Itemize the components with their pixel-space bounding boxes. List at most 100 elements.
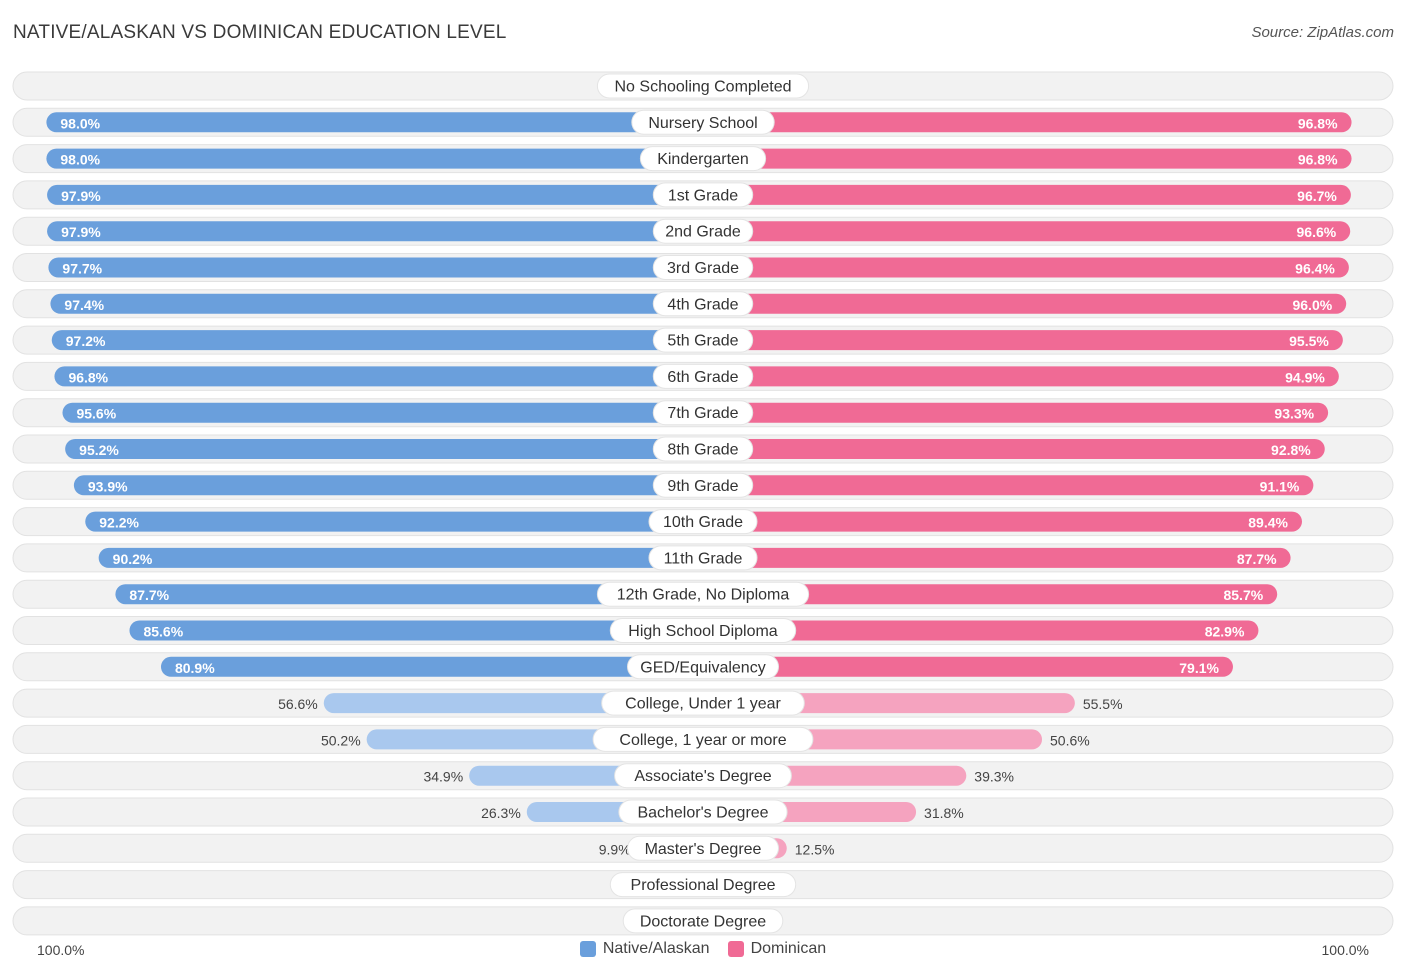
dominican-value-label: 50.6% [1050, 732, 1090, 748]
dominican-value-label: 96.4% [1295, 261, 1335, 277]
native-bar [73, 475, 704, 496]
category-label: 10th Grade [663, 514, 743, 531]
legend-swatch-dominican [727, 941, 744, 957]
native-bar [51, 330, 703, 351]
dominican-value-label: 96.6% [1297, 224, 1337, 240]
native-value-label: 97.9% [61, 224, 101, 240]
native-bar [46, 148, 703, 169]
dominican-value-label: 12.5% [795, 841, 835, 857]
native-value-label: 95.6% [76, 406, 116, 422]
category-pill [652, 400, 754, 426]
native-bar [54, 366, 703, 387]
axis-right-max-label: 100.0% [1321, 942, 1369, 958]
dominican-bar [703, 620, 1259, 641]
category-label: Professional Degree [631, 877, 776, 894]
native-value-label: 95.2% [79, 442, 119, 458]
category-pill [652, 472, 754, 498]
native-value-label: 34.9% [423, 769, 463, 785]
category-label: Nursery School [648, 115, 757, 132]
dominican-bar [703, 475, 1314, 496]
category-pill [609, 618, 797, 643]
category-label: Kindergarten [657, 151, 749, 168]
category-pill [648, 509, 758, 535]
native-value-label: 56.6% [278, 696, 318, 712]
native-bar [47, 221, 703, 242]
native-bar [50, 293, 704, 314]
native-value-label: 50.2% [321, 732, 361, 748]
dominican-value-label: 92.8% [1271, 442, 1311, 458]
dominican-bar [703, 330, 1343, 351]
dominican-value-label: 79.1% [1179, 660, 1219, 676]
category-label: 9th Grade [667, 478, 738, 495]
native-bar [98, 547, 703, 568]
dominican-bar [703, 511, 1302, 532]
dominican-value-label: 96.0% [1292, 297, 1332, 313]
category-pill [652, 327, 754, 353]
category-label: 1st Grade [668, 187, 738, 204]
native-value-label: 97.2% [66, 333, 106, 349]
native-bar [129, 620, 704, 641]
native-value-label: 92.2% [99, 515, 139, 531]
dominican-bar [703, 221, 1351, 242]
category-label: 12th Grade, No Diploma [617, 587, 790, 604]
category-label: 3rd Grade [667, 260, 739, 277]
native-bar [115, 584, 703, 605]
legend-label-dominican: Dominican [750, 940, 827, 957]
chart-title: NATIVE/ALASKAN VS DOMINICAN EDUCATION LE… [13, 22, 507, 43]
category-label: GED/Equivalency [640, 659, 765, 676]
dominican-bar [703, 366, 1339, 387]
category-pill [592, 726, 814, 752]
native-value-label: 87.7% [129, 587, 169, 603]
category-label: 2nd Grade [665, 224, 741, 241]
dominican-value-label: 96.8% [1298, 115, 1338, 131]
native-value-label: 96.8% [68, 369, 108, 385]
dominican-bar [703, 148, 1352, 169]
category-pill [652, 291, 754, 317]
category-pill [652, 218, 754, 244]
category-label: No Schooling Completed [615, 79, 792, 96]
category-pill [596, 73, 810, 99]
category-label: 5th Grade [667, 333, 738, 350]
category-pill [652, 255, 754, 280]
category-pill [601, 690, 805, 716]
category-label: 4th Grade [667, 296, 738, 313]
category-pill [627, 835, 779, 861]
native-value-label: 9.9% [599, 841, 631, 857]
native-value-label: 90.2% [113, 551, 153, 567]
dominican-bar [703, 184, 1351, 205]
dominican-bar [703, 293, 1347, 314]
dominican-value-label: 94.9% [1285, 369, 1325, 385]
category-pill [652, 182, 754, 208]
native-bar [65, 439, 703, 459]
dominican-value-label: 87.7% [1237, 551, 1277, 567]
dominican-value-label: 82.9% [1205, 624, 1245, 640]
legend: Native/Alaskan Dominican [0, 940, 1406, 958]
dominican-value-label: 55.5% [1083, 696, 1123, 712]
dominican-bar [703, 257, 1349, 278]
legend-swatch-native [579, 941, 596, 957]
native-value-label: 80.9% [175, 660, 215, 676]
category-label: High School Diploma [628, 623, 778, 640]
category-label: Doctorate Degree [640, 913, 766, 930]
category-pill [627, 654, 779, 680]
dominican-value-label: 95.5% [1289, 333, 1329, 349]
native-value-label: 98.0% [60, 152, 100, 168]
dominican-bar [703, 584, 1278, 605]
category-pill [614, 763, 792, 789]
dominican-bar [703, 402, 1329, 423]
category-pill [652, 436, 754, 462]
category-pill [618, 799, 788, 825]
native-bar [48, 257, 704, 278]
source-credit: Source: ZipAtlas.com [1251, 24, 1394, 41]
dominican-value-label: 89.4% [1248, 515, 1288, 531]
native-value-label: 97.4% [64, 297, 104, 313]
dominican-value-label: 91.1% [1260, 478, 1300, 494]
category-pill [648, 545, 758, 571]
native-value-label: 97.7% [62, 261, 102, 277]
category-pill [652, 363, 754, 389]
dominican-bar [703, 439, 1325, 459]
dominican-bar [703, 112, 1352, 133]
dominican-value-label: 31.8% [924, 805, 964, 821]
category-label: 8th Grade [667, 442, 738, 459]
